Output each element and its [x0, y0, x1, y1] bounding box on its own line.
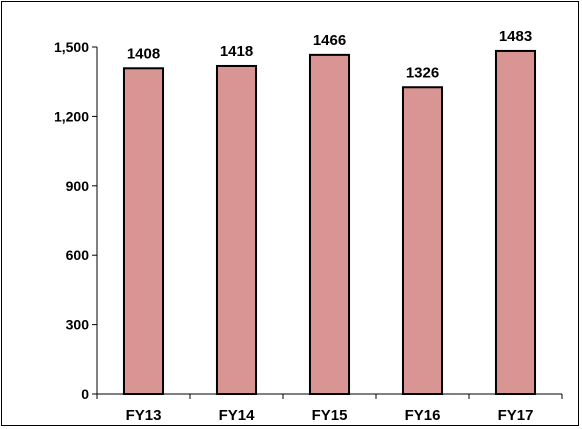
- x-tick-label: FY17: [498, 407, 534, 424]
- data-label-fy17: 1483: [499, 28, 532, 45]
- x-tick-label: FY15: [312, 407, 348, 424]
- data-label-fy15: 1466: [313, 32, 346, 49]
- labels: 0 300 600 900 1,200 1,500 1408 FY13 1418 FY14 1466…: [54, 28, 533, 424]
- data-label-fy14: 1418: [220, 43, 253, 60]
- bar-fy15: [308, 53, 351, 396]
- y-tick-label: 1,500: [54, 39, 89, 55]
- bar-fy14: [215, 64, 258, 396]
- data-label-fy16: 1326: [406, 64, 439, 81]
- bar-fy13: [122, 67, 165, 396]
- bar-fy17: [494, 49, 537, 395]
- x-tick-label: FY13: [126, 407, 162, 424]
- bar-fy16: [401, 86, 444, 395]
- y-tick-label: 300: [66, 317, 90, 333]
- axes: [92, 46, 563, 399]
- y-tick-label: 0: [81, 386, 89, 402]
- bars: [122, 49, 537, 396]
- x-tick-label: FY16: [405, 407, 441, 424]
- y-tick-label: 900: [66, 178, 90, 194]
- y-tick-label: 600: [66, 247, 90, 263]
- y-tick-label: 1,200: [54, 108, 89, 124]
- x-tick-label: FY14: [219, 407, 256, 424]
- data-label-fy13: 1408: [127, 45, 160, 62]
